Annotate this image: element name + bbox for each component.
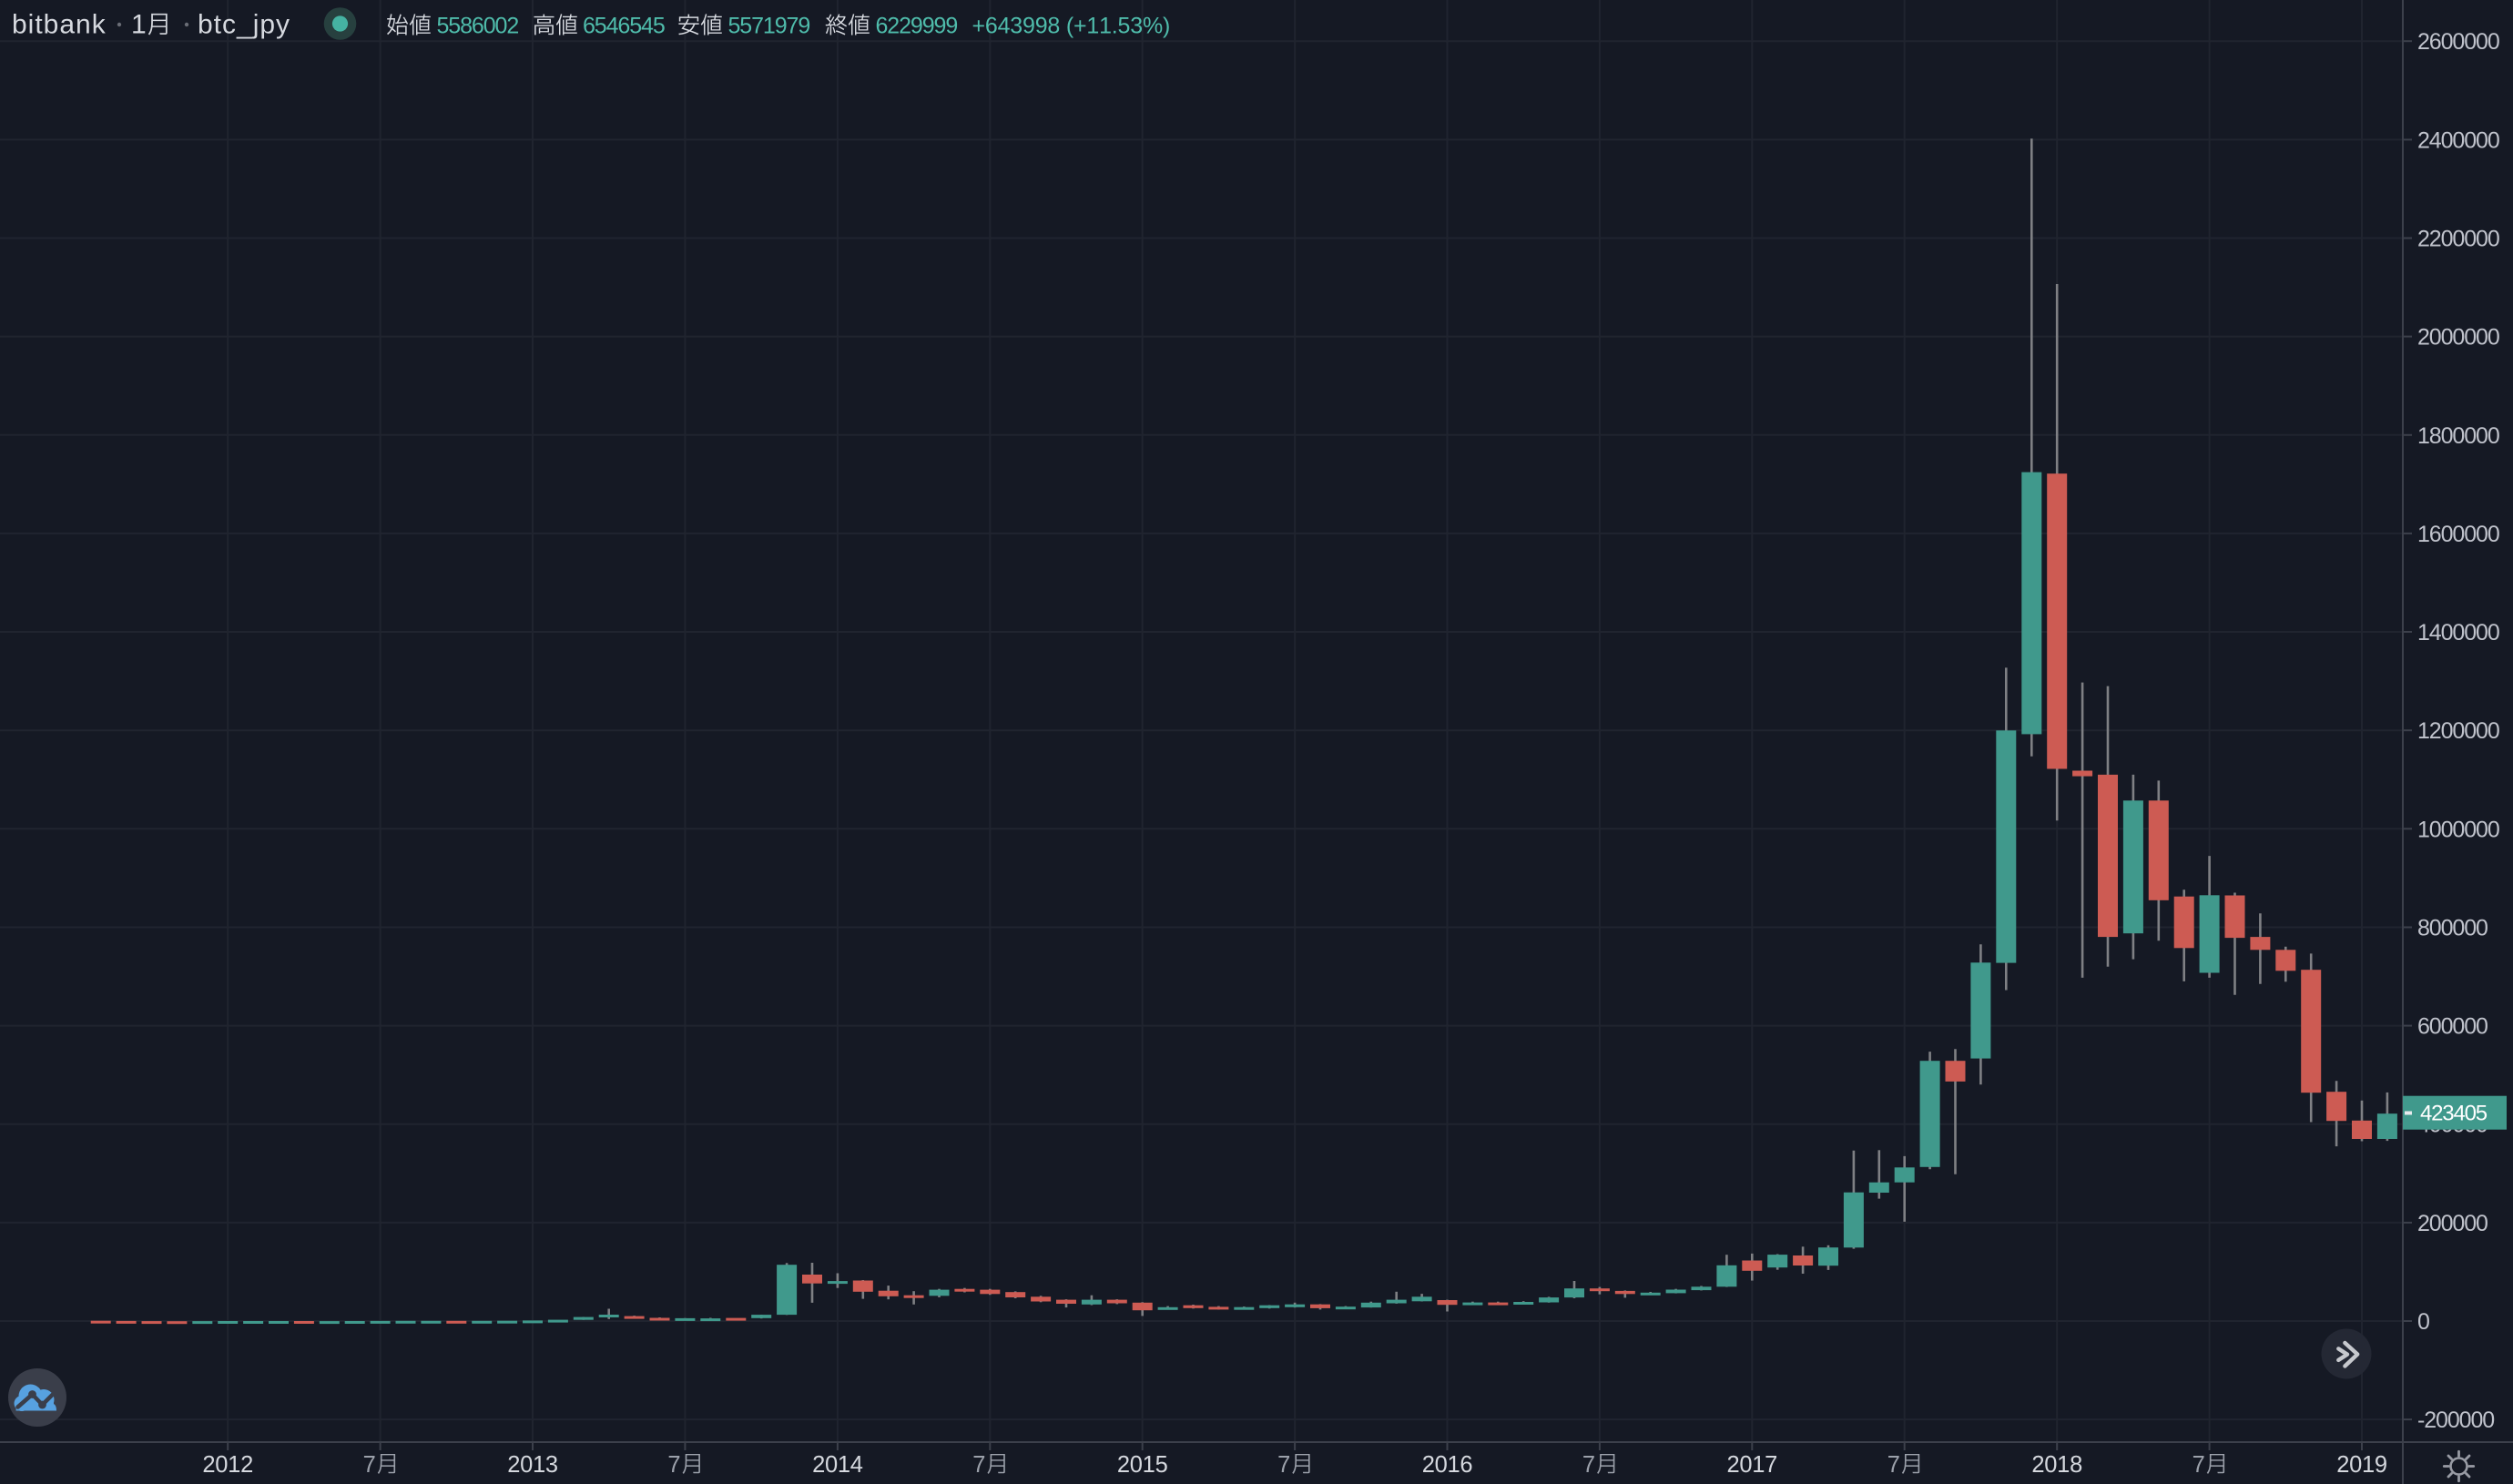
svg-text:bitbank: bitbank (12, 10, 107, 40)
svg-text:+643998 (+11.53%): +643998 (+11.53%) (972, 14, 1171, 39)
svg-text:btc_jpy: btc_jpy (198, 10, 290, 40)
svg-text:2400000: 2400000 (2417, 127, 2499, 153)
svg-text:2200000: 2200000 (2417, 227, 2499, 252)
svg-text:1400000: 1400000 (2417, 620, 2499, 645)
svg-text:2016: 2016 (1422, 1452, 1473, 1478)
svg-text:6229999: 6229999 (876, 14, 958, 39)
svg-text:1800000: 1800000 (2417, 423, 2499, 449)
svg-text:423405: 423405 (2420, 1102, 2488, 1126)
svg-text:0: 0 (2417, 1309, 2429, 1335)
svg-text:7: 7 (1277, 1452, 1290, 1478)
svg-text:2600000: 2600000 (2417, 29, 2499, 55)
svg-text:600000: 600000 (2417, 1014, 2488, 1040)
svg-text:5571979: 5571979 (728, 14, 810, 39)
svg-text:7: 7 (2193, 1452, 2205, 1478)
svg-text:2017: 2017 (1727, 1452, 1778, 1478)
svg-text:1200000: 1200000 (2417, 718, 2499, 744)
svg-text:5586002: 5586002 (437, 14, 519, 39)
svg-text:6546545: 6546545 (583, 14, 665, 39)
svg-text:2015: 2015 (1117, 1452, 1168, 1478)
svg-text:1600000: 1600000 (2417, 522, 2499, 547)
svg-text:2013: 2013 (507, 1452, 558, 1478)
svg-text:2019: 2019 (2336, 1452, 2387, 1478)
svg-text:200000: 200000 (2417, 1211, 2488, 1236)
svg-text:7: 7 (1582, 1452, 1595, 1478)
svg-text:7: 7 (1887, 1452, 1900, 1478)
svg-text:1000000: 1000000 (2417, 817, 2499, 842)
svg-text:2012: 2012 (202, 1452, 253, 1478)
svg-text:7: 7 (972, 1452, 985, 1478)
svg-text:2018: 2018 (2031, 1452, 2082, 1478)
svg-text:1: 1 (131, 10, 147, 40)
svg-text:7: 7 (363, 1452, 376, 1478)
svg-text:-200000: -200000 (2417, 1408, 2494, 1433)
svg-text:800000: 800000 (2417, 916, 2488, 941)
svg-text:7: 7 (667, 1452, 680, 1478)
svg-text:2000000: 2000000 (2417, 325, 2499, 351)
svg-text:2014: 2014 (812, 1452, 863, 1478)
